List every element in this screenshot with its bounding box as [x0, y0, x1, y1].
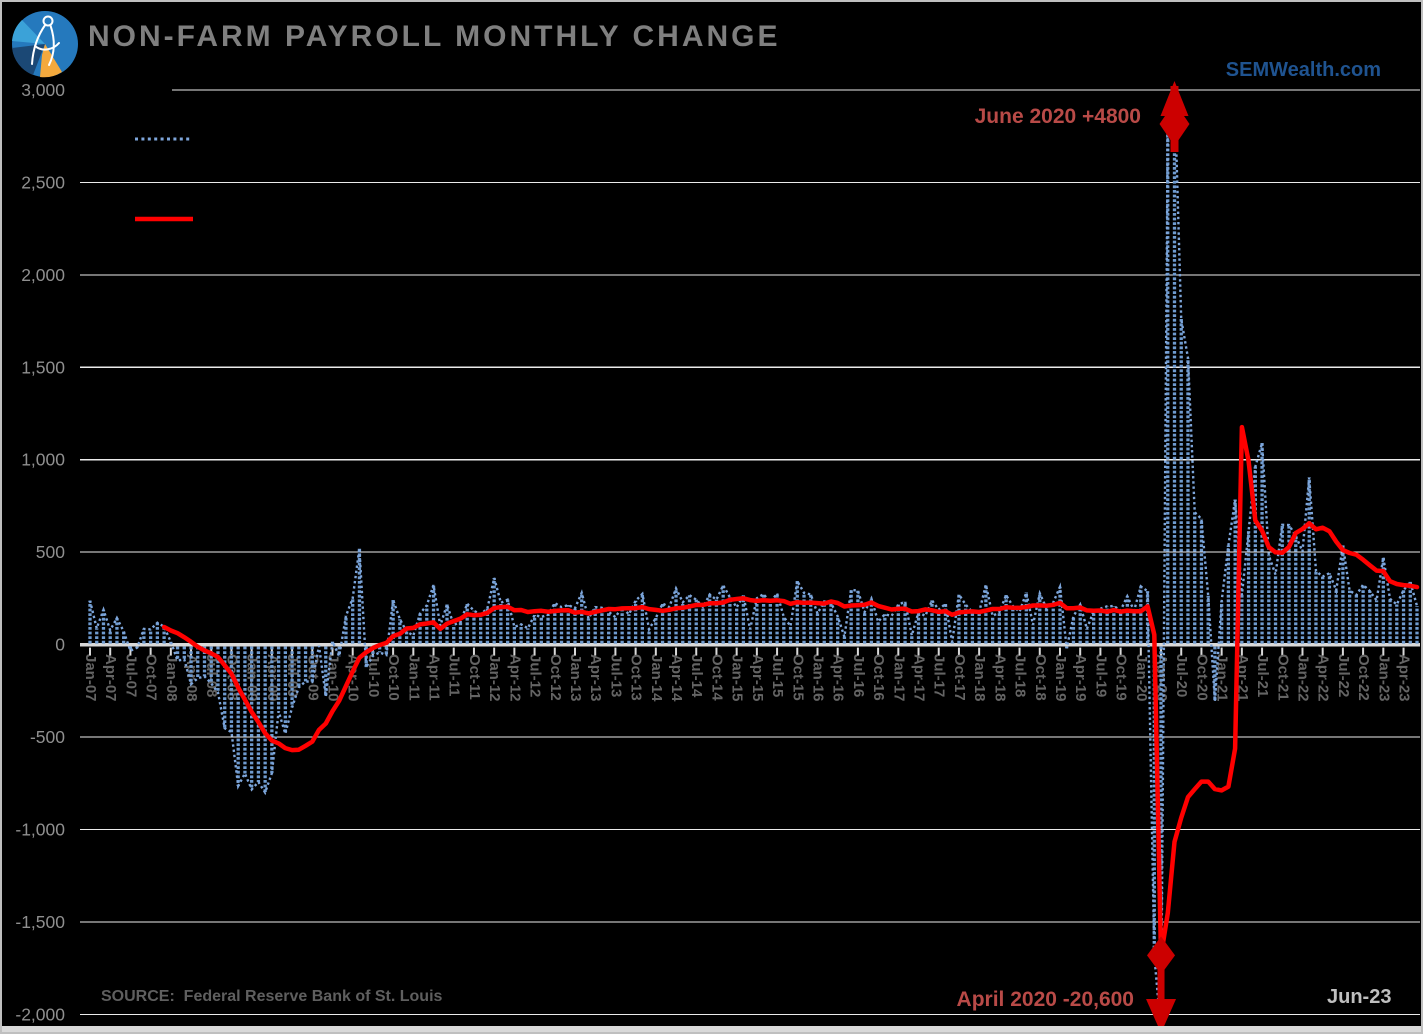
svg-text:Jan-20: Jan-20	[1133, 654, 1150, 702]
svg-text:500: 500	[36, 542, 65, 562]
svg-text:Jul-17: Jul-17	[931, 654, 948, 697]
svg-text:Oct-12: Oct-12	[547, 654, 564, 701]
bottom-frame-strip	[2, 1026, 1421, 1032]
svg-text:Oct-19: Oct-19	[1113, 654, 1130, 701]
svg-text:-500: -500	[30, 727, 65, 747]
svg-text:-1,000: -1,000	[15, 819, 65, 839]
y-axis-labels: 3,000 2,500 2,000 1,500 1,000 500 0 -500 -1,000 -…	[15, 80, 65, 1024]
svg-text:Jan-17: Jan-17	[890, 654, 907, 702]
svg-text:Apr-07: Apr-07	[102, 654, 119, 702]
svg-text:Jan-09: Jan-09	[244, 654, 261, 702]
svg-text:Apr-19: Apr-19	[1072, 654, 1089, 702]
source-credit: SOURCE: Federal Reserve Bank of St. Loui…	[101, 988, 443, 1005]
svg-text:Apr-16: Apr-16	[830, 654, 847, 702]
svg-text:Jul-20: Jul-20	[1173, 654, 1190, 697]
svg-text:Oct-14: Oct-14	[708, 654, 725, 701]
svg-text:Apr-23: Apr-23	[1396, 654, 1413, 702]
svg-text:Jul-16: Jul-16	[850, 654, 867, 697]
svg-text:Jan-23: Jan-23	[1375, 654, 1392, 702]
svg-text:Jan-22: Jan-22	[1295, 654, 1312, 702]
svg-text:Jan-19: Jan-19	[1052, 654, 1069, 702]
monthly-change-bars	[88, 88, 1419, 1032]
svg-text:Oct-10: Oct-10	[385, 654, 402, 701]
svg-text:Oct-22: Oct-22	[1355, 654, 1372, 701]
svg-text:Jan-07: Jan-07	[82, 654, 99, 702]
svg-text:Jan-15: Jan-15	[729, 654, 746, 702]
svg-text:Jul-22: Jul-22	[1335, 654, 1352, 697]
svg-text:Jan-14: Jan-14	[648, 654, 665, 702]
svg-text:Jul-21: Jul-21	[1254, 654, 1271, 697]
svg-text:1,500: 1,500	[21, 357, 65, 377]
svg-text:Apr-14: Apr-14	[668, 654, 685, 702]
x-axis-labels: Jan-07Apr-07Jul-07Oct-07Jan-08Apr-08Jul-…	[82, 654, 1413, 702]
svg-text:Jul-12: Jul-12	[527, 654, 544, 697]
svg-text:Oct-11: Oct-11	[466, 654, 483, 700]
latest-month-label: Jun-23	[1327, 986, 1392, 1008]
svg-text:Jul-10: Jul-10	[365, 654, 382, 697]
svg-text:Jan-10: Jan-10	[325, 654, 342, 702]
annotation-june-2020: June 2020 +4800	[974, 105, 1141, 128]
clip-arrow-up	[1159, 81, 1190, 152]
svg-text:Apr-12: Apr-12	[506, 654, 523, 702]
svg-text:Oct-17: Oct-17	[951, 654, 968, 701]
svg-text:Apr-11: Apr-11	[426, 654, 443, 701]
svg-text:-1,500: -1,500	[15, 912, 65, 932]
svg-text:3,000: 3,000	[21, 80, 65, 100]
clip-arrow-down	[1146, 936, 1177, 1032]
svg-text:Jul-18: Jul-18	[1012, 654, 1029, 697]
svg-text:Oct-13: Oct-13	[628, 654, 645, 701]
page-title: NON-FARM PAYROLL MONTHLY CHANGE	[88, 20, 781, 53]
svg-text:Jan-21: Jan-21	[1214, 654, 1231, 702]
svg-text:Jan-08: Jan-08	[163, 654, 180, 702]
svg-text:Apr-13: Apr-13	[587, 654, 604, 702]
svg-text:1,000: 1,000	[21, 450, 65, 470]
svg-text:Apr-15: Apr-15	[749, 654, 766, 702]
svg-text:Jul-19: Jul-19	[1092, 654, 1109, 697]
twelve-month-average-line	[161, 424, 1420, 958]
svg-text:Apr-09: Apr-09	[264, 654, 281, 702]
svg-text:Jan-12: Jan-12	[486, 654, 503, 702]
svg-text:Jul-13: Jul-13	[607, 654, 624, 697]
svg-text:Jan-11: Jan-11	[405, 654, 422, 701]
svg-text:Jul-07: Jul-07	[122, 654, 139, 697]
svg-text:Oct-20: Oct-20	[1193, 654, 1210, 701]
svg-text:Apr-17: Apr-17	[911, 654, 928, 702]
svg-text:2,000: 2,000	[21, 265, 65, 285]
annotation-april-2020: April 2020 -20,600	[956, 988, 1134, 1011]
website-link[interactable]: SEMWealth.com	[1225, 59, 1381, 81]
svg-text:Jan-16: Jan-16	[810, 654, 827, 702]
svg-text:Jul-14: Jul-14	[688, 654, 705, 698]
svg-text:0: 0	[55, 635, 65, 655]
svg-text:Apr-18: Apr-18	[991, 654, 1008, 702]
svg-text:Jul-15: Jul-15	[769, 654, 786, 697]
gridlines	[80, 89, 1420, 1015]
svg-text:2,500: 2,500	[21, 172, 65, 192]
svg-text:Oct-21: Oct-21	[1274, 654, 1291, 701]
monthly-change-dotted-line	[88, 87, 1419, 1032]
svg-text:-2,000: -2,000	[15, 1004, 65, 1024]
svg-text:Jan-18: Jan-18	[971, 654, 988, 702]
sem-logo	[12, 11, 78, 78]
svg-text:Oct-07: Oct-07	[143, 654, 160, 701]
svg-text:Apr-22: Apr-22	[1315, 654, 1332, 702]
svg-text:Oct-18: Oct-18	[1032, 654, 1049, 701]
axis-ticks	[89, 647, 1405, 656]
svg-text:Oct-16: Oct-16	[870, 654, 887, 701]
svg-text:Jan-13: Jan-13	[567, 654, 584, 702]
svg-text:Jul-11: Jul-11	[446, 654, 463, 697]
svg-text:Oct-15: Oct-15	[789, 654, 806, 701]
